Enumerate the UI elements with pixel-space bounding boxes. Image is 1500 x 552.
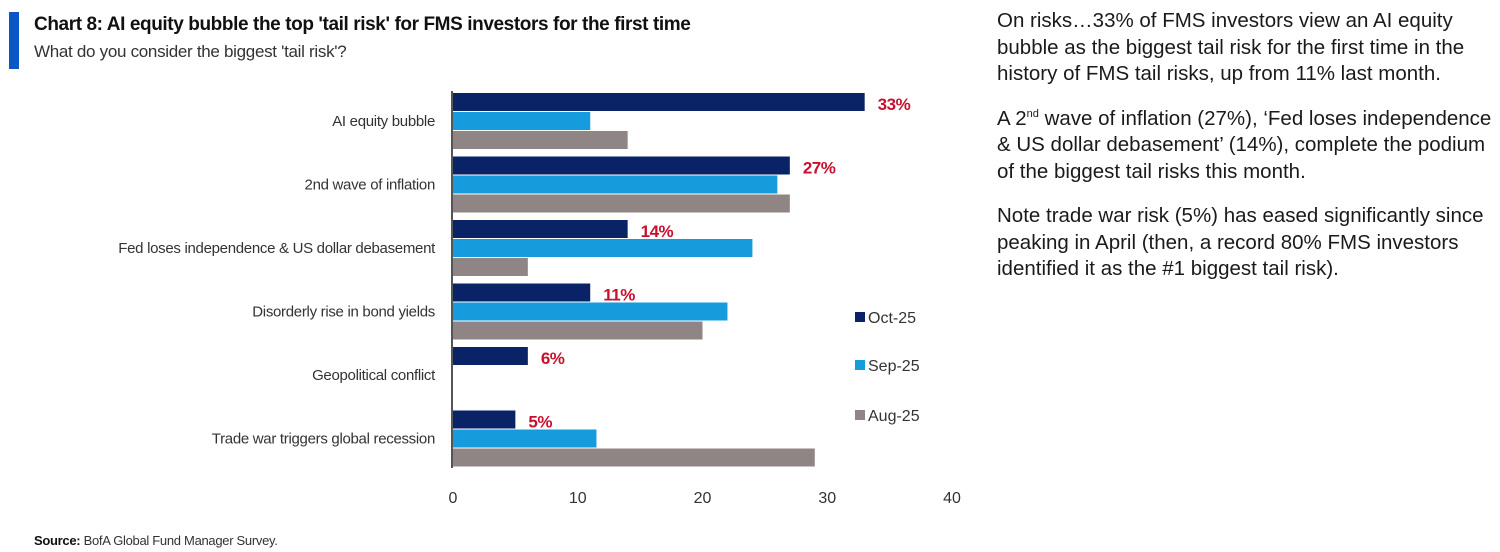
commentary-p2-pre: A 2 xyxy=(997,106,1027,130)
commentary-paragraph-1: On risks…33% of FMS investors view an AI… xyxy=(997,9,1465,85)
commentary-paragraph-3: Note trade war risk (5%) has eased signi… xyxy=(997,204,1484,280)
category-label: Trade war triggers global recession xyxy=(212,431,435,448)
chart-title: Chart 8: AI equity bubble the top 'tail … xyxy=(34,14,691,35)
source-note: Source: BofA Global Fund Manager Survey. xyxy=(34,533,278,548)
bar-aug-25 xyxy=(453,194,790,213)
source-label: Source: xyxy=(34,533,81,548)
bar-sep-25 xyxy=(453,302,728,321)
data-label: 11% xyxy=(603,286,635,305)
bar-oct-25 xyxy=(453,347,528,365)
data-label: 14% xyxy=(641,222,674,241)
commentary-p2-sup: nd xyxy=(1026,107,1039,120)
bar-oct-25 xyxy=(453,283,591,302)
legend-swatch-aug-25 xyxy=(855,410,865,420)
bar-sep-25 xyxy=(453,175,778,194)
category-label: Disorderly rise in bond yields xyxy=(252,304,435,321)
data-label: 33% xyxy=(878,95,911,114)
category-label: Fed loses independence & US dollar debas… xyxy=(118,240,436,257)
bar-aug-25 xyxy=(453,131,628,149)
legend-label-oct-25: Oct-25 xyxy=(868,310,916,327)
legend-swatch-sep-25 xyxy=(855,360,865,370)
data-label: 5% xyxy=(528,413,552,432)
x-tick-label: 30 xyxy=(818,490,836,507)
commentary: On risks…33% of FMS investors view an AI… xyxy=(997,8,1497,301)
bar-sep-25 xyxy=(453,112,591,130)
x-tick-label: 10 xyxy=(569,490,587,507)
data-label: 27% xyxy=(803,159,836,178)
commentary-paragraph-2: A 2nd wave of inflation (27%), ‘Fed lose… xyxy=(997,106,1497,186)
bar-chart: AI equity bubble 33% 2nd wave of inflation… xyxy=(118,91,961,507)
bar-oct-25 xyxy=(453,220,628,238)
chart-subtitle: What do you consider the biggest 'tail r… xyxy=(34,42,347,61)
bar-oct-25 xyxy=(453,156,790,175)
legend-label-sep-25: Sep-25 xyxy=(868,358,920,375)
title-accent-bar xyxy=(9,12,19,69)
bar-aug-25 xyxy=(453,258,528,276)
bar-aug-25 xyxy=(453,448,815,467)
bar-oct-25 xyxy=(453,410,516,429)
data-label: 6% xyxy=(541,349,565,368)
bar-aug-25 xyxy=(453,321,703,340)
category-label: AI equity bubble xyxy=(332,113,435,130)
category-label: Geopolitical conflict xyxy=(312,367,436,384)
commentary-p2-post: wave of inflation (27%), ‘Fed loses inde… xyxy=(997,106,1492,183)
x-tick-label: 40 xyxy=(943,490,961,507)
legend-label-aug-25: Aug-25 xyxy=(868,408,920,425)
bar-oct-25 xyxy=(453,93,865,111)
source-text: BofA Global Fund Manager Survey. xyxy=(80,533,278,548)
x-tick-label: 0 xyxy=(449,490,458,507)
bar-sep-25 xyxy=(453,239,753,257)
x-tick-label: 20 xyxy=(694,490,712,507)
category-label: 2nd wave of inflation xyxy=(305,177,435,194)
bar-sep-25 xyxy=(453,429,597,448)
legend-swatch-oct-25 xyxy=(855,312,865,322)
